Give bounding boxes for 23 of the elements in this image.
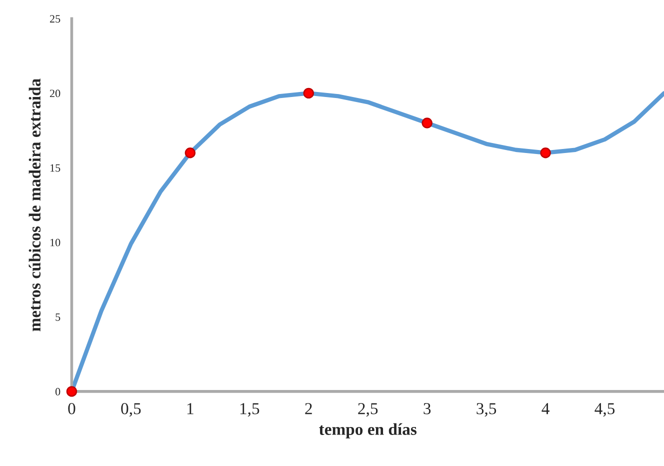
y-tick-label: 0 xyxy=(55,388,60,396)
y-tick-label: 10 xyxy=(50,238,60,246)
x-tick-label: 2 xyxy=(305,403,312,414)
y-tick-label: 5 xyxy=(56,313,60,321)
y-tick-label: 15 xyxy=(50,164,60,172)
x-tick-label: 3,5 xyxy=(476,403,496,417)
y-tick-label: 25 xyxy=(50,15,60,23)
x-tick-label: 3 xyxy=(424,403,431,414)
y-axis-title: metros cúbicos de madeira extraida xyxy=(28,78,41,332)
x-tick-label: 2,5 xyxy=(358,403,378,417)
point xyxy=(303,88,314,99)
x-tick-label: 4 xyxy=(542,403,550,414)
point xyxy=(184,147,196,158)
x-tick-label: 0,5 xyxy=(121,403,141,417)
point xyxy=(66,386,78,397)
x-tick-label: 1 xyxy=(187,403,194,414)
x-tick-label: 1,5 xyxy=(240,403,260,417)
y-tick-label: 20 xyxy=(50,90,60,98)
x-tick-label: 4,5 xyxy=(594,403,615,417)
x-axis-title: tempo en días xyxy=(319,423,417,438)
point xyxy=(422,118,432,128)
x-tick-label: 0 xyxy=(68,403,76,414)
point xyxy=(540,147,551,158)
